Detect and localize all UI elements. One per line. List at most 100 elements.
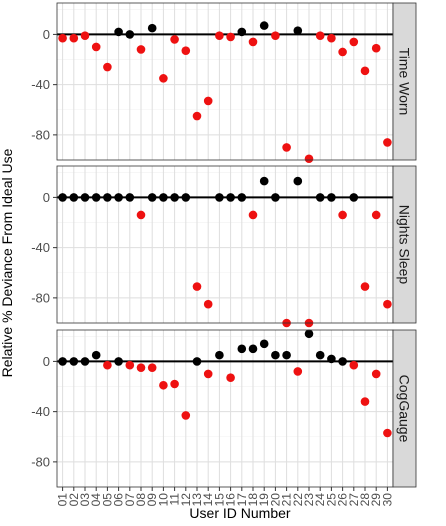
data-point [293, 26, 303, 35]
data-point [327, 354, 336, 364]
x-tick-label: 20 [268, 493, 282, 507]
data-point [271, 31, 280, 40]
data-point [293, 367, 303, 376]
x-tick-label: 01 [56, 493, 70, 507]
data-point [349, 37, 359, 47]
data-point [159, 193, 168, 202]
data-point [103, 62, 112, 72]
data-point [69, 193, 79, 202]
data-point [315, 31, 325, 40]
data-point [360, 282, 370, 291]
data-point [103, 360, 112, 370]
x-tick-label: 02 [67, 493, 81, 507]
data-point [91, 42, 101, 52]
data-point [215, 31, 224, 40]
x-axis-title: User ID Number [189, 505, 290, 521]
data-point [192, 111, 202, 121]
data-point [125, 193, 135, 202]
facet-strip-label: Nights Sleep [397, 205, 413, 285]
data-point [237, 27, 247, 37]
data-point [349, 193, 359, 202]
data-point [248, 344, 258, 354]
facet-strip [392, 2, 417, 161]
y-tick-label: -40 [31, 240, 50, 255]
data-point [114, 27, 123, 37]
panel-background [57, 3, 393, 160]
x-tick-label: 30 [380, 493, 394, 507]
data-point [215, 350, 224, 360]
data-point [159, 74, 168, 83]
data-point [203, 369, 213, 379]
data-point [271, 350, 280, 360]
data-point [282, 350, 291, 360]
panel-2: 0 -40 -80 CogGauge [31, 329, 417, 488]
data-point [315, 193, 325, 202]
panels-group: 0 -40 -80 Time Worn 0 -40 -80 Nights Sleep 0 -40 -… [31, 2, 417, 507]
data-point [125, 360, 135, 370]
data-point [80, 357, 90, 366]
data-point [69, 33, 79, 43]
facet-strip-label: CogGauge [397, 375, 413, 443]
x-tick-label: 11 [168, 493, 182, 506]
x-tick-label: 17 [235, 493, 249, 507]
data-point [371, 210, 381, 220]
x-tick-label: 03 [78, 493, 92, 507]
x-tick-label: 16 [224, 493, 238, 507]
data-point [226, 193, 235, 202]
x-tick-label: 27 [347, 493, 361, 507]
x-tick-label: 21 [280, 493, 294, 507]
data-point [315, 350, 325, 360]
data-point [125, 30, 135, 39]
data-point [327, 33, 336, 43]
data-point [383, 138, 392, 147]
data-point [136, 210, 146, 220]
data-point [147, 363, 157, 372]
y-tick-label: -40 [31, 77, 50, 92]
data-point [170, 193, 179, 202]
x-tick-label: 18 [246, 493, 260, 507]
x-tick-label: 24 [313, 493, 327, 507]
x-tick-label: 12 [179, 493, 193, 507]
data-point [58, 357, 67, 366]
data-point [58, 193, 67, 202]
y-tick-label: 0 [43, 190, 50, 205]
data-point [383, 428, 392, 438]
data-point [159, 380, 168, 390]
data-point [248, 37, 258, 47]
data-point [203, 96, 213, 106]
x-tick-label: 29 [369, 493, 383, 507]
x-tick-label: 19 [257, 493, 271, 507]
y-tick-label: -80 [31, 454, 50, 469]
y-tick-label: 0 [43, 27, 50, 42]
y-tick-label: -80 [31, 290, 50, 305]
x-tick-label: 06 [112, 493, 126, 507]
data-point [259, 339, 269, 349]
x-tick-label: 13 [190, 493, 204, 507]
x-tick-label: 04 [89, 493, 103, 507]
data-point [80, 31, 90, 40]
x-tick-label: 08 [134, 493, 148, 507]
data-point [327, 193, 336, 202]
panel-1: 0 -40 -80 Nights Sleep [31, 165, 417, 328]
data-point [147, 193, 157, 202]
x-tick-label: 28 [358, 493, 372, 507]
x-tick-label: 05 [100, 493, 114, 507]
facet-strip [392, 329, 417, 488]
data-point [293, 176, 303, 186]
y-tick-label: -80 [31, 127, 50, 142]
data-point [181, 193, 191, 202]
data-point [271, 193, 280, 202]
data-point [226, 373, 235, 383]
data-point [383, 299, 392, 309]
data-point [192, 357, 202, 366]
panel-0: 0 -40 -80 Time Worn [31, 2, 417, 164]
x-tick-label: 26 [336, 493, 350, 507]
data-point [259, 176, 269, 186]
data-point [203, 299, 213, 309]
data-point [170, 379, 179, 389]
data-point [349, 360, 359, 370]
data-point [136, 363, 146, 372]
data-point [80, 193, 90, 202]
data-point [338, 357, 347, 366]
